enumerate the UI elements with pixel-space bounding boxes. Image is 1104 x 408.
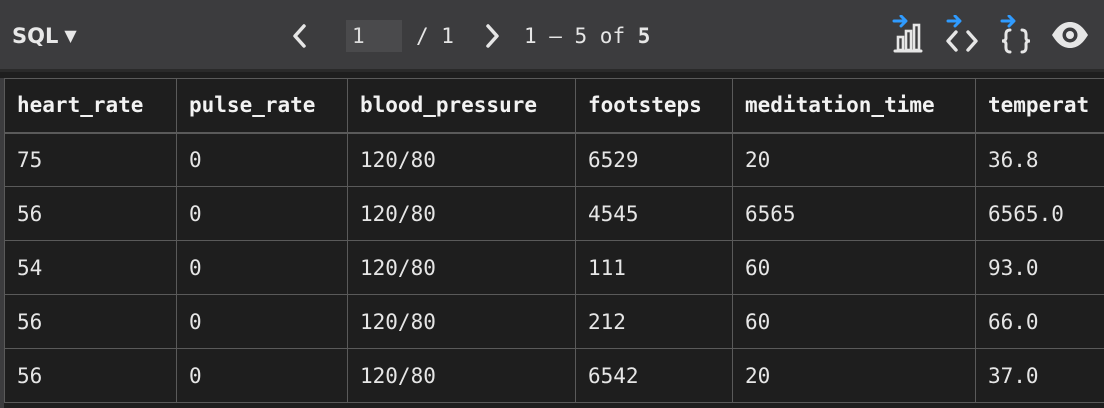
page-total: / 1 [416,24,454,48]
column-header-footsteps[interactable]: footsteps [575,78,733,134]
table-cell[interactable]: 6565.0 [975,186,1104,241]
header-row: heart_rate pulse_rate blood_pressure foo… [4,78,1104,134]
table-cell[interactable]: 66.0 [975,294,1104,349]
table-cell[interactable]: 0 [176,186,348,241]
table-cell[interactable]: 0 [176,294,348,349]
table-cell[interactable]: 120/80 [347,186,576,241]
table-cell[interactable]: 54 [4,240,177,295]
table-cell[interactable]: 0 [176,240,348,295]
export-json-icon [1000,15,1031,54]
column-header-pulse-rate[interactable]: pulse_rate [176,78,348,134]
table-cell[interactable]: 6565 [732,186,976,241]
column-header-temperature[interactable]: temperat [975,78,1104,134]
row-range-prefix: 1 – 5 of [523,24,638,48]
table-cell[interactable]: 120/80 [347,294,576,349]
preview-button[interactable] [1050,13,1090,57]
export-json-button[interactable] [996,13,1036,57]
table-row: 56 0 120/80 4545 6565 6565.0 [4,186,1104,241]
table-row: 54 0 120/80 111 60 93.0 [4,240,1104,295]
table-row: 56 0 120/80 212 60 66.0 [4,294,1104,349]
table-cell[interactable]: 56 [4,294,177,349]
table-cell[interactable]: 56 [4,186,177,241]
export-chart-icon [892,15,923,53]
language-dropdown[interactable]: SQL ▼ [12,20,77,52]
table-cell[interactable]: 20 [732,348,976,403]
export-code-icon [946,15,978,52]
table-cell[interactable]: 93.0 [975,240,1104,295]
table-cell[interactable]: 56 [4,348,177,403]
previous-page-button[interactable] [282,18,318,54]
table-cell[interactable]: 120/80 [347,348,576,403]
language-label: SQL [12,24,59,48]
column-header-heart-rate[interactable]: heart_rate [4,78,177,134]
table-cell[interactable]: 0 [176,348,348,403]
row-range: 1 – 5 of 5 [524,24,650,48]
table-cell[interactable]: 111 [575,240,733,295]
table-row: 75 0 120/80 6529 20 36.8 [4,132,1104,187]
table-cell[interactable]: 120/80 [347,132,576,187]
eye-icon [1052,22,1088,48]
table-cell[interactable]: 212 [575,294,733,349]
table-cell[interactable]: 60 [732,294,976,349]
table-cell[interactable]: 75 [4,132,177,187]
table-cell[interactable]: 0 [176,132,348,187]
table-cell[interactable]: 37.0 [975,348,1104,403]
table-cell[interactable]: 36.8 [975,132,1104,187]
export-tools [888,12,1090,58]
results-table: heart_rate pulse_rate blood_pressure foo… [4,78,1104,403]
table-row: 56 0 120/80 6542 20 37.0 [4,348,1104,403]
results-toolbar: SQL ▼ / 1 1 – 5 of 5 [0,0,1104,72]
column-header-meditation-time[interactable]: meditation_time [732,78,976,134]
table-cell[interactable]: 4545 [575,186,733,241]
next-page-button[interactable] [474,18,510,54]
results-grid: heart_rate pulse_rate blood_pressure foo… [0,78,1104,408]
page-number-input[interactable] [346,20,402,52]
table-cell[interactable]: 60 [732,240,976,295]
caret-down-icon: ▼ [64,26,77,45]
export-code-button[interactable] [942,13,982,57]
table-cell[interactable]: 6529 [575,132,733,187]
table-cell[interactable]: 20 [732,132,976,187]
table-cell[interactable]: 120/80 [347,240,576,295]
export-chart-button[interactable] [888,13,928,57]
column-header-blood-pressure[interactable]: blood_pressure [347,78,576,134]
table-cell[interactable]: 6542 [575,348,733,403]
row-range-total: 5 [637,24,651,48]
chevron-left-icon [293,24,306,48]
pagination: / 1 1 – 5 of 5 [282,16,650,56]
chevron-right-icon [486,24,499,48]
